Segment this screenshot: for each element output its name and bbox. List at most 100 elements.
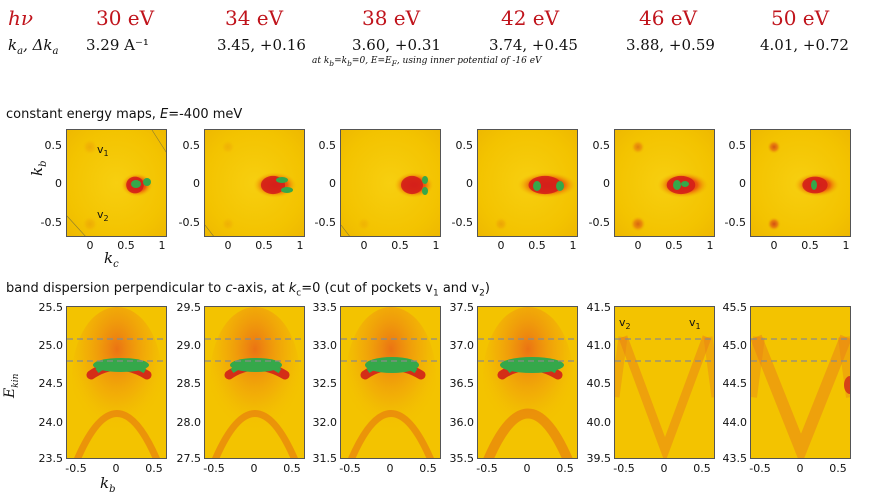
band-dispersion-panel-5 <box>614 306 715 459</box>
map-x-tick: 0.5 <box>391 239 409 252</box>
map-y-tick: 0 <box>466 177 473 190</box>
dispersion-x-tick: 0 <box>386 462 394 475</box>
dispersion-y-tick: 41.0 <box>586 339 612 352</box>
k-value-6: 4.01, +0.72 <box>760 36 849 54</box>
dispersion-y-tick: 25.5 <box>38 301 64 314</box>
dispersion-x-tick: 0.5 <box>693 462 711 475</box>
dispersion-x-tick: 0 <box>796 462 804 475</box>
dispersion-x-tick: 0 <box>250 462 258 475</box>
dispersion-x-tick: 0 <box>660 462 668 475</box>
map-x-tick: 1 <box>706 239 714 252</box>
section1-x-axis-label: kc <box>104 249 119 270</box>
map-y-tick: -0.5 <box>588 216 610 229</box>
dispersion-y-tick: 37.5 <box>449 301 475 314</box>
map-y-tick: -0.5 <box>724 216 746 229</box>
dispersion-y-tick: 29.5 <box>176 301 202 314</box>
dispersion-y-tick: 39.5 <box>586 452 612 465</box>
dispersion-y-tick: 44.5 <box>722 377 748 390</box>
dispersion-x-tick: 0.5 <box>829 462 847 475</box>
dispersion-x-tick: 0.5 <box>283 462 301 475</box>
map-x-tick: 1 <box>569 239 577 252</box>
k-value-1: 3.29 A⁻¹ <box>86 36 149 54</box>
dispersion-y-tick: 28.0 <box>176 416 202 429</box>
section2-title: band dispersion perpendicular to c-axis,… <box>6 281 490 299</box>
dispersion-y-tick: 32.5 <box>312 377 338 390</box>
map-y-tick: -0.5 <box>314 216 336 229</box>
map-x-tick: 0.5 <box>117 239 135 252</box>
energy-label-3: 38 eV <box>362 6 421 30</box>
section1-title: constant energy maps, E=-400 meV <box>6 107 243 122</box>
k-value-5: 3.88, +0.59 <box>626 36 715 54</box>
dispersion-y-tick: 24.0 <box>38 416 64 429</box>
band-dispersion-panel-1 <box>66 306 167 459</box>
map-x-tick: 1 <box>432 239 440 252</box>
dispersion-y-tick: 45.5 <box>722 301 748 314</box>
constant-energy-map-5 <box>614 129 715 237</box>
map-y-tick: 0.5 <box>728 139 747 152</box>
dispersion-y-tick: 40.0 <box>586 416 612 429</box>
dispersion-y-tick: 36.5 <box>449 377 475 390</box>
energy-label-4: 42 eV <box>501 6 560 30</box>
pocket-v1-label: v1 <box>97 143 109 159</box>
dispersion-x-tick: 0.5 <box>145 462 163 475</box>
dispersion-y-tick: 37.0 <box>449 339 475 352</box>
k-row-label: ka, Δka <box>8 36 59 57</box>
constant-energy-map-6 <box>750 129 851 237</box>
dispersion-y-tick: 32.0 <box>312 416 338 429</box>
map-x-tick: 0.5 <box>665 239 683 252</box>
map-y-tick: 0 <box>329 177 336 190</box>
dispersion-y-tick: 33.5 <box>312 301 338 314</box>
band-dispersion-panel-3 <box>340 306 441 459</box>
band-dispersion-panel-4 <box>477 306 578 459</box>
dispersion-y-tick: 40.5 <box>586 377 612 390</box>
energy-label-1: 30 eV <box>96 6 155 30</box>
map-y-tick: 0.5 <box>182 139 201 152</box>
dispersion-y-tick: 35.5 <box>449 452 475 465</box>
energy-label-6: 50 eV <box>771 6 830 30</box>
map-x-tick: 0.5 <box>801 239 819 252</box>
dispersion-x-tick: -0.5 <box>203 462 225 475</box>
constant-energy-map-4 <box>477 129 578 237</box>
k-value-3: 3.60, +0.31 <box>352 36 441 54</box>
band-dispersion-panel-6 <box>750 306 851 459</box>
dispersion-y-tick: 23.5 <box>38 452 64 465</box>
dispersion-x-tick: 0.5 <box>556 462 574 475</box>
map-x-tick: 0 <box>224 239 232 252</box>
map-y-tick: 0 <box>193 177 200 190</box>
dispersion-y-tick: 28.5 <box>176 377 202 390</box>
map-y-tick: 0 <box>55 177 62 190</box>
dispersion-v2-label: v2 <box>619 316 631 332</box>
inner-potential-note: at kb=kb=0, E=EF, using inner potential … <box>312 56 542 68</box>
dispersion-y-tick: 29.0 <box>176 339 202 352</box>
dispersion-y-tick: 44.0 <box>722 416 748 429</box>
dispersion-x-tick: -0.5 <box>476 462 498 475</box>
constant-energy-map-3 <box>340 129 441 237</box>
energy-label-5: 46 eV <box>639 6 698 30</box>
dispersion-y-tick: 43.5 <box>722 452 748 465</box>
constant-energy-map-2 <box>204 129 305 237</box>
map-y-tick: 0.5 <box>318 139 337 152</box>
map-x-tick: 0 <box>634 239 642 252</box>
map-y-tick: 0.5 <box>455 139 474 152</box>
dispersion-x-tick: 0 <box>112 462 120 475</box>
pocket-v2-label: v2 <box>97 208 109 224</box>
k-value-4: 3.74, +0.45 <box>489 36 578 54</box>
hv-label: hν <box>8 6 34 30</box>
map-x-tick: 0 <box>497 239 505 252</box>
section2-x-axis-label: kb <box>100 474 116 495</box>
dispersion-y-tick: 24.5 <box>38 377 64 390</box>
dispersion-v1-label: v1 <box>689 316 701 332</box>
dispersion-x-tick: -0.5 <box>65 462 87 475</box>
map-y-tick: -0.5 <box>451 216 473 229</box>
map-y-tick: -0.5 <box>40 216 62 229</box>
map-x-tick: 0 <box>86 239 94 252</box>
map-y-tick: 0.5 <box>592 139 611 152</box>
dispersion-x-tick: -0.5 <box>613 462 635 475</box>
dispersion-x-tick: -0.5 <box>749 462 771 475</box>
map-x-tick: 1 <box>842 239 850 252</box>
energy-label-2: 34 eV <box>225 6 284 30</box>
band-dispersion-panel-2 <box>204 306 305 459</box>
map-y-tick: 0 <box>739 177 746 190</box>
dispersion-x-tick: 0 <box>523 462 531 475</box>
map-x-tick: 1 <box>296 239 304 252</box>
